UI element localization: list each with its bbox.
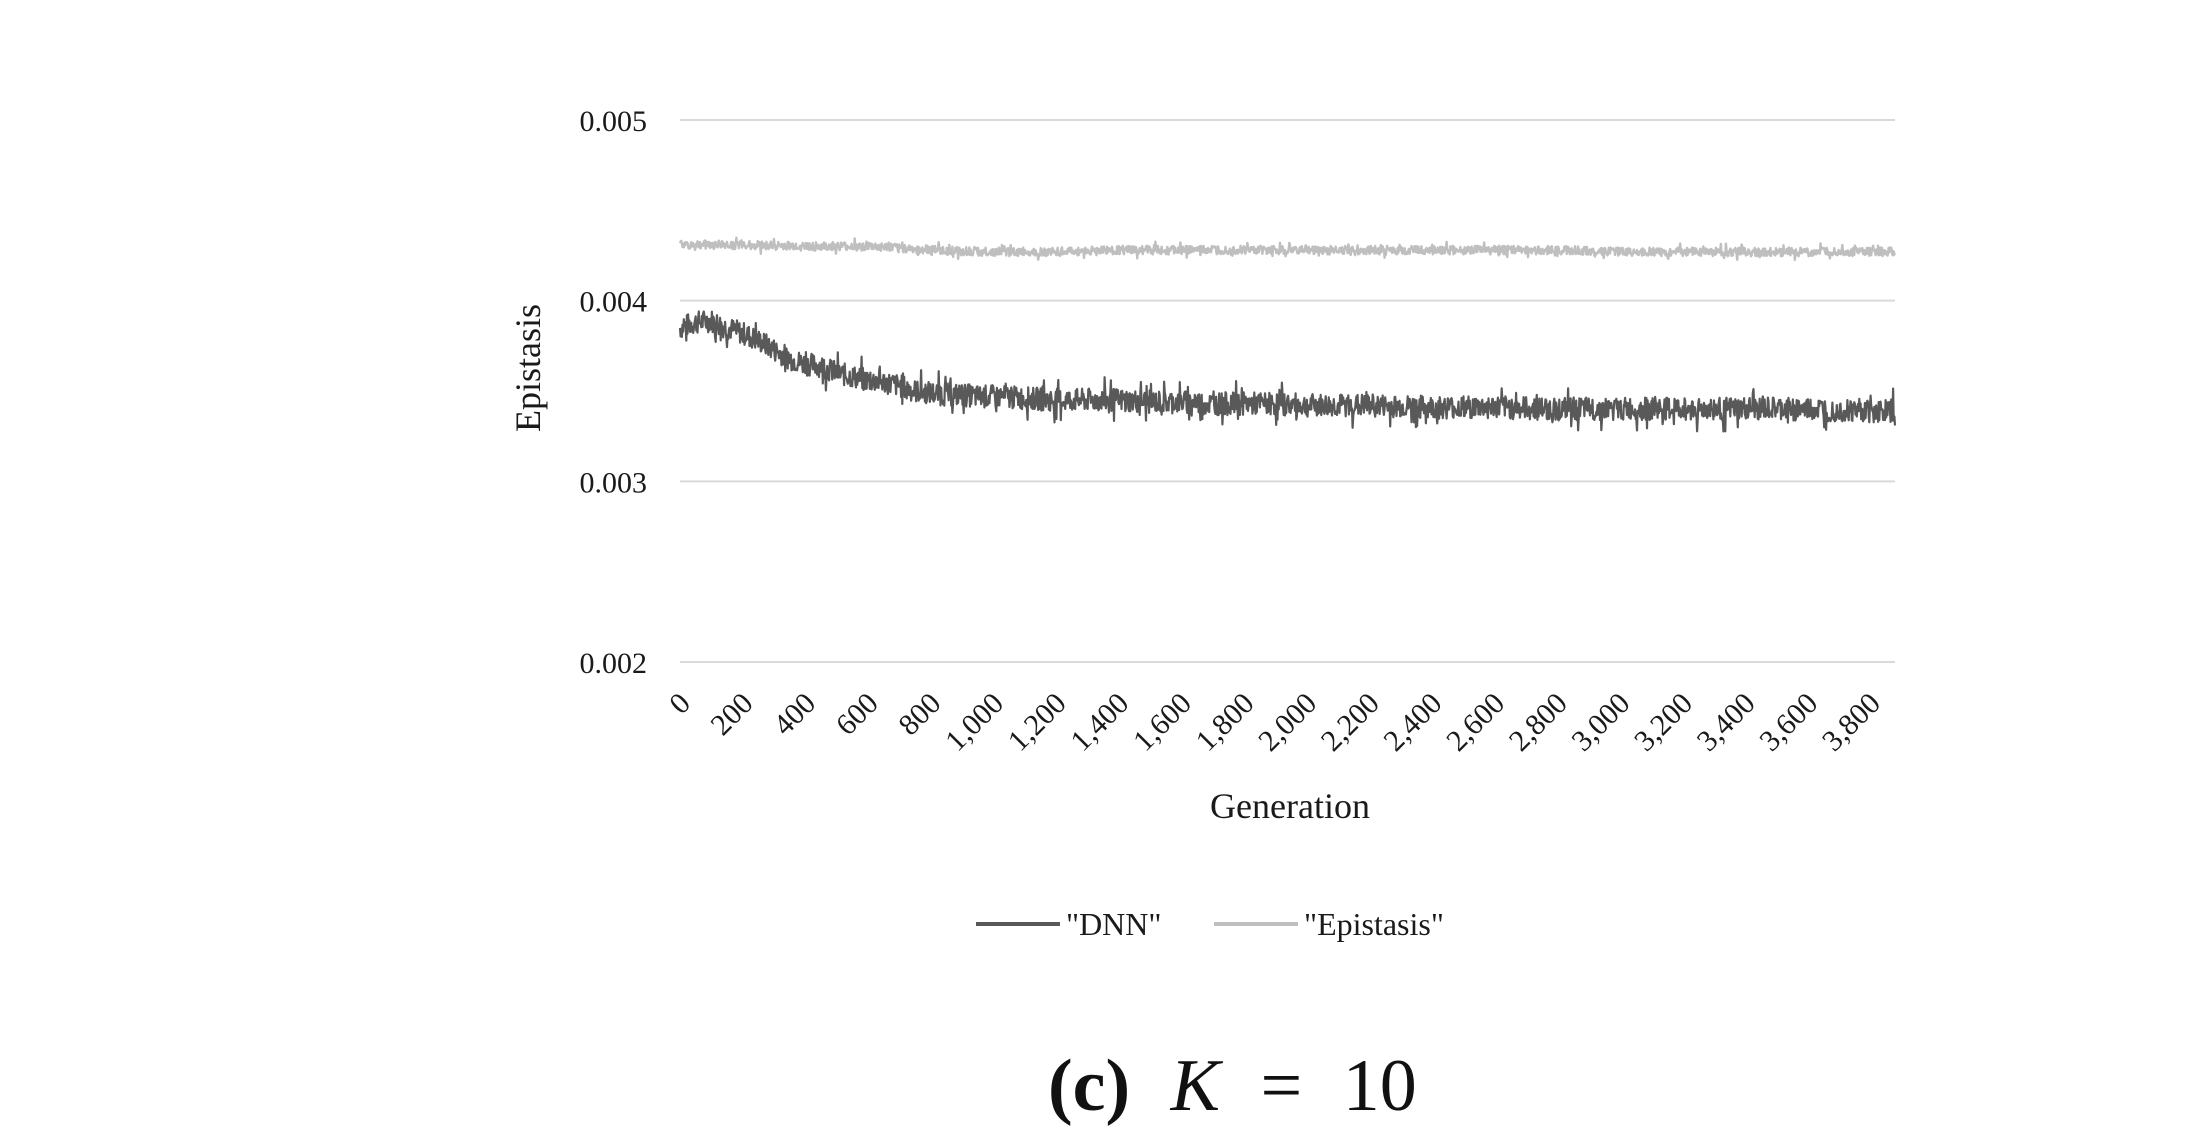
x-axis-ticks: 0 200 400 600 8001,0001,2001,4001,6001,8002,…	[663, 687, 1887, 758]
x-tick-label: 1,200	[1002, 687, 1073, 758]
x-tick-label: 3,800	[1816, 687, 1887, 758]
x-tick-label: 2,400	[1377, 687, 1448, 758]
y-tick-label: 0.005	[580, 105, 648, 138]
x-tick-label: 0	[663, 687, 697, 721]
x-tick-label: 1,400	[1064, 687, 1135, 758]
series-lines	[678, 236, 1897, 433]
x-tick-label: 200	[704, 687, 759, 742]
legend-label-dnn: "DNN"	[1066, 906, 1161, 942]
x-tick-label: 400	[767, 687, 822, 742]
x-tick-label: 3,600	[1753, 687, 1824, 758]
x-tick-label: 1,800	[1190, 687, 1261, 758]
x-tick-label: 3,000	[1565, 687, 1636, 758]
y-axis-ticks: 0.002 0.003 0.004 0.005	[580, 105, 648, 680]
legend: "DNN" "Epistasis"	[976, 906, 1444, 942]
y-axis-title: Epistasis	[508, 304, 548, 432]
caption-label: (c)	[1048, 1045, 1130, 1127]
legend-label-epistasis: "Epistasis"	[1304, 906, 1444, 942]
x-tick-label: 600	[830, 687, 885, 742]
y-tick-label: 0.002	[580, 647, 648, 680]
y-tick-label: 0.003	[580, 466, 648, 499]
x-tick-label: 2,200	[1315, 687, 1386, 758]
x-tick-label: 1,600	[1127, 687, 1198, 758]
x-axis-title: Generation	[1210, 786, 1370, 826]
x-tick-label: 1,000	[939, 687, 1010, 758]
y-tick-label: 0.004	[580, 286, 648, 319]
x-tick-label: 3,400	[1691, 687, 1762, 758]
series-line-epistasis	[678, 236, 1897, 262]
caption-equals: =	[1261, 1045, 1303, 1127]
figure-caption: (c) K = 10	[1048, 1045, 1417, 1127]
x-tick-label: 2,600	[1440, 687, 1511, 758]
series-line-dnn	[678, 310, 1897, 433]
caption-variable: K	[1170, 1045, 1224, 1127]
x-tick-label: 2,800	[1503, 687, 1574, 758]
x-tick-label: 2,000	[1252, 687, 1323, 758]
x-tick-label: 3,200	[1628, 687, 1699, 758]
caption-value: 10	[1343, 1045, 1417, 1127]
gridlines	[680, 119, 1895, 663]
